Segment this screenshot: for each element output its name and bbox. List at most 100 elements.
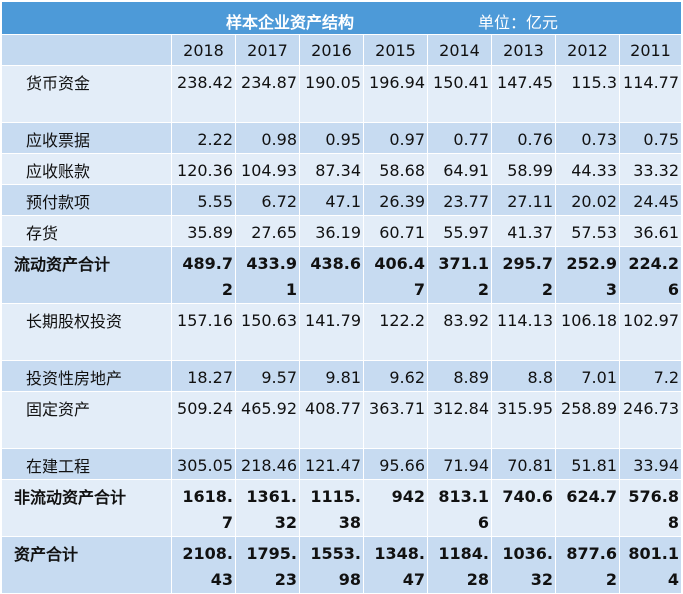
value-cell: 44.33 bbox=[555, 153, 620, 185]
value-cell: 41.37 bbox=[491, 215, 556, 247]
value-cell: 363.71 bbox=[363, 391, 428, 449]
value-cell: 801.14 bbox=[618, 536, 683, 594]
value-cell: 438.6 bbox=[299, 246, 364, 304]
row-label: 投资性房地产 bbox=[1, 360, 172, 392]
table-row: 流动资产合计 489.72 433.91 438.6 406.47 371.12 295.7… bbox=[1, 246, 683, 304]
value-cell: 150.41 bbox=[427, 65, 492, 123]
value-cell: 1553.98 bbox=[299, 536, 364, 594]
table-row: 投资性房地产 18.27 9.57 9.81 9.62 8.89 8.8 7.01 7.2 bbox=[1, 360, 683, 392]
value-cell: 295.72 bbox=[491, 246, 556, 304]
value-cell: 70.81 bbox=[491, 448, 556, 480]
value-cell: 1036.32 bbox=[491, 536, 556, 594]
value-cell: 433.91 bbox=[235, 246, 300, 304]
value-cell: 27.65 bbox=[235, 215, 300, 247]
value-cell: 0.97 bbox=[363, 122, 428, 154]
value-cell: 0.98 bbox=[235, 122, 300, 154]
value-cell: 624.7 bbox=[555, 479, 620, 537]
value-cell: 150.63 bbox=[235, 303, 300, 361]
value-cell: 0.95 bbox=[299, 122, 364, 154]
value-cell: 7.01 bbox=[555, 360, 620, 392]
value-cell: 2.22 bbox=[171, 122, 236, 154]
value-cell: 0.76 bbox=[491, 122, 556, 154]
year-header-2016: 2016 bbox=[299, 34, 364, 66]
value-cell: 312.84 bbox=[427, 391, 492, 449]
value-cell: 315.95 bbox=[491, 391, 556, 449]
value-cell: 246.73 bbox=[618, 391, 683, 449]
table-row: 存货 35.89 27.65 36.19 60.71 55.97 41.37 57.53 36.… bbox=[1, 215, 683, 247]
title-cell: 样本企业资产结构 单位：亿元 bbox=[0, 1, 683, 35]
year-header-2014: 2014 bbox=[427, 34, 492, 66]
value-cell: 5.55 bbox=[171, 184, 236, 216]
value-cell: 24.45 bbox=[618, 184, 683, 216]
value-cell: 121.47 bbox=[299, 448, 364, 480]
row-label: 预付款项 bbox=[1, 184, 172, 216]
table-row: 在建工程 305.05 218.46 121.47 95.66 71.94 70.81 51.… bbox=[1, 448, 683, 480]
value-cell: 489.72 bbox=[171, 246, 236, 304]
row-label: 应收账款 bbox=[1, 153, 172, 185]
row-label: 非流动资产合计 bbox=[1, 479, 172, 537]
row-label: 流动资产合计 bbox=[1, 246, 172, 304]
value-cell: 0.75 bbox=[618, 122, 683, 154]
value-cell: 26.39 bbox=[363, 184, 428, 216]
value-cell: 238.42 bbox=[171, 65, 236, 123]
value-cell: 740.6 bbox=[491, 479, 556, 537]
value-cell: 406.47 bbox=[363, 246, 428, 304]
value-cell: 83.92 bbox=[427, 303, 492, 361]
value-cell: 95.66 bbox=[363, 448, 428, 480]
table-row: 资产合计 2108.43 1795.23 1553.98 1348.47 1184.28 1… bbox=[1, 536, 683, 594]
value-cell: 1184.28 bbox=[427, 536, 492, 594]
value-cell: 51.81 bbox=[555, 448, 620, 480]
table-row: 应收账款 120.36 104.93 87.34 58.68 64.91 58.99 44.3… bbox=[1, 153, 683, 185]
row-label: 应收票据 bbox=[1, 122, 172, 154]
value-cell: 27.11 bbox=[491, 184, 556, 216]
value-cell: 35.89 bbox=[171, 215, 236, 247]
value-cell: 33.32 bbox=[618, 153, 683, 185]
value-cell: 55.97 bbox=[427, 215, 492, 247]
table-row: 应收票据 2.22 0.98 0.95 0.97 0.77 0.76 0.73 0.75 bbox=[1, 122, 683, 154]
year-header-row: 2018 2017 2016 2015 2014 2013 2012 2011 bbox=[1, 34, 683, 66]
value-cell: 64.91 bbox=[427, 153, 492, 185]
value-cell: 942 bbox=[363, 479, 428, 537]
year-header-2017: 2017 bbox=[235, 34, 300, 66]
value-cell: 147.45 bbox=[491, 65, 556, 123]
year-header-2015: 2015 bbox=[363, 34, 428, 66]
value-cell: 9.57 bbox=[235, 360, 300, 392]
value-cell: 8.8 bbox=[491, 360, 556, 392]
value-cell: 576.88 bbox=[618, 479, 683, 537]
value-cell: 465.92 bbox=[235, 391, 300, 449]
table-row: 长期股权投资 157.16 150.63 141.79 122.2 83.92 114.13… bbox=[1, 303, 683, 361]
value-cell: 813.16 bbox=[427, 479, 492, 537]
row-label: 货币资金 bbox=[1, 65, 172, 123]
value-cell: 9.62 bbox=[363, 360, 428, 392]
value-cell: 114.77 bbox=[618, 65, 683, 123]
value-cell: 115.3 bbox=[555, 65, 620, 123]
value-cell: 106.18 bbox=[555, 303, 620, 361]
table-row: 预付款项 5.55 6.72 47.1 26.39 23.77 27.11 20.02 24.4… bbox=[1, 184, 683, 216]
value-cell: 33.94 bbox=[618, 448, 683, 480]
value-cell: 36.61 bbox=[618, 215, 683, 247]
value-cell: 218.46 bbox=[235, 448, 300, 480]
value-cell: 252.93 bbox=[555, 246, 620, 304]
value-cell: 224.26 bbox=[618, 246, 683, 304]
value-cell: 1115.38 bbox=[299, 479, 364, 537]
value-cell: 1348.47 bbox=[363, 536, 428, 594]
value-cell: 104.93 bbox=[235, 153, 300, 185]
table-row: 货币资金 238.42 234.87 190.05 196.94 150.41 147.45… bbox=[1, 65, 683, 123]
value-cell: 234.87 bbox=[235, 65, 300, 123]
value-cell: 8.89 bbox=[427, 360, 492, 392]
value-cell: 196.94 bbox=[363, 65, 428, 123]
value-cell: 58.68 bbox=[363, 153, 428, 185]
value-cell: 408.77 bbox=[299, 391, 364, 449]
value-cell: 305.05 bbox=[171, 448, 236, 480]
year-header-2013: 2013 bbox=[491, 34, 556, 66]
value-cell: 71.94 bbox=[427, 448, 492, 480]
value-cell: 258.89 bbox=[555, 391, 620, 449]
value-cell: 18.27 bbox=[171, 360, 236, 392]
row-label: 长期股权投资 bbox=[1, 303, 172, 361]
value-cell: 509.24 bbox=[171, 391, 236, 449]
value-cell: 122.2 bbox=[363, 303, 428, 361]
value-cell: 120.36 bbox=[171, 153, 236, 185]
